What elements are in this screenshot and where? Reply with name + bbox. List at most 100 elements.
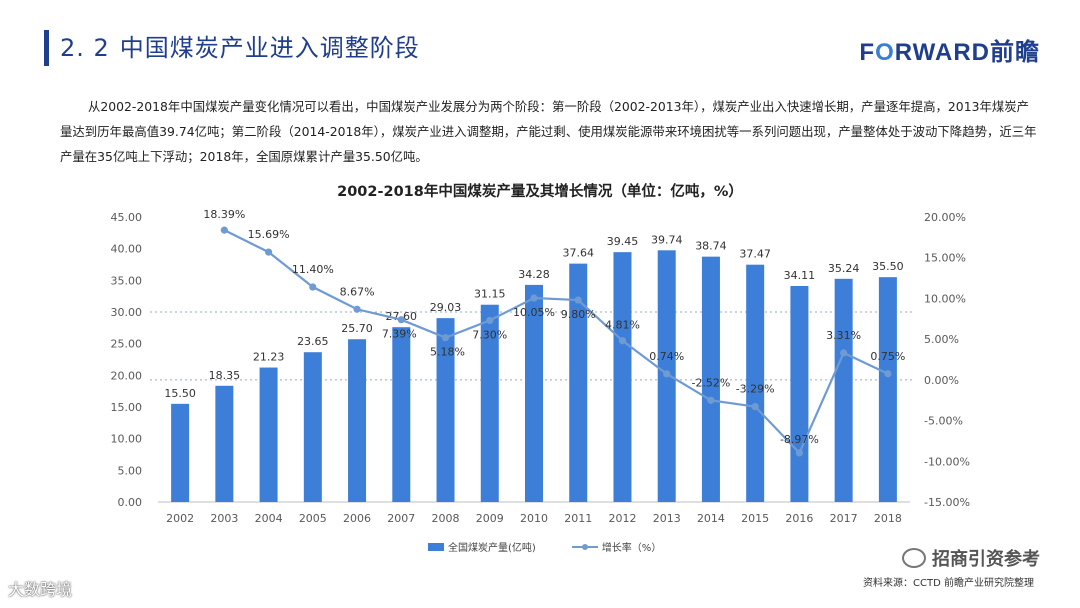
section-title: 中国煤炭产业进入调整阶段 — [119, 34, 420, 62]
x-axis-tick: 2005 — [299, 512, 327, 525]
right-axis-tick: 10.00% — [924, 292, 966, 305]
bar-value-label: 34.11 — [784, 269, 816, 282]
x-axis-tick: 2003 — [210, 512, 238, 525]
x-axis-tick: 2015 — [741, 512, 769, 525]
bar-value-label: 34.28 — [518, 268, 550, 281]
bar — [701, 256, 720, 502]
x-axis-tick: 2007 — [387, 512, 415, 525]
logo-o-mark: O — [875, 39, 895, 66]
growth-point — [795, 449, 804, 457]
growth-point — [441, 334, 450, 342]
legend-line-swatch — [571, 543, 598, 551]
title-accent-bar — [44, 30, 49, 66]
bar-value-label: 37.47 — [739, 248, 771, 261]
bar-value-label: 38.74 — [695, 240, 727, 253]
bar-value-label: 21.23 — [253, 351, 285, 364]
growth-value-label: 9.80% — [561, 308, 596, 321]
growth-point — [353, 305, 361, 313]
bar-value-label: 39.74 — [651, 233, 683, 246]
growth-point — [618, 337, 627, 345]
growth-point — [264, 248, 273, 256]
bar — [746, 264, 765, 502]
growth-point — [840, 349, 848, 357]
bar-value-label: 35.50 — [872, 260, 904, 273]
growth-point — [530, 294, 538, 302]
source-note: 资料来源：CCTD 前瞻产业研究院整理 — [863, 578, 1034, 589]
chart-legend: 全国煤炭产量(亿吨) 增长率（%） — [428, 539, 661, 554]
left-axis-tick: 10.00 — [111, 433, 143, 446]
bar-value-label: 31.15 — [474, 288, 506, 301]
bar — [480, 304, 499, 502]
growth-value-label: 11.40% — [292, 263, 334, 276]
legend-line-label: 增长率（%） — [601, 543, 662, 554]
legend-bar-label: 全国煤炭产量(亿吨) — [448, 543, 536, 554]
bar — [613, 252, 632, 502]
bar-value-label: 18.35 — [209, 369, 241, 382]
bar — [215, 385, 234, 502]
right-axis-tick: -5.00% — [924, 415, 963, 428]
growth-point — [663, 370, 671, 378]
growth-value-label: 7.30% — [472, 328, 507, 341]
bar — [569, 263, 588, 502]
growth-value-label: 3.31% — [826, 329, 861, 342]
x-axis-tick: 2002 — [166, 512, 194, 525]
growth-value-label: 4.81% — [605, 319, 640, 332]
left-axis-tick: 25.00 — [111, 338, 143, 351]
logo-text-post: RWARD前瞻 — [894, 39, 1040, 66]
right-axis-tick: 0.00% — [924, 374, 959, 387]
growth-value-label: 0.75% — [870, 350, 905, 363]
bar-value-label: 23.65 — [297, 335, 329, 348]
growth-value-label: -8.97% — [780, 433, 819, 446]
growth-point — [309, 283, 317, 291]
left-axis-tick: 35.00 — [111, 274, 143, 287]
bar — [259, 367, 278, 502]
left-axis-tick: 20.00 — [111, 369, 143, 382]
chart-title: 2002-2018年中国煤炭产量及其增长情况（单位：亿吨，%） — [337, 184, 743, 200]
right-axis-tick: -10.00% — [924, 455, 970, 468]
x-axis-tick: 2011 — [564, 512, 592, 525]
x-axis-tick: 2009 — [476, 512, 504, 525]
bar-value-label: 15.50 — [164, 387, 196, 400]
left-axis-tick: 30.00 — [111, 306, 143, 319]
growth-point — [884, 370, 892, 378]
growth-value-label: 15.69% — [248, 228, 290, 241]
x-axis-tick: 2016 — [785, 512, 813, 525]
growth-line — [223, 229, 889, 455]
page-title: 2. 2 中国煤炭产业进入调整阶段 — [60, 28, 420, 63]
x-axis-tick: 2010 — [520, 512, 548, 525]
growth-value-label: 7.39% — [382, 328, 417, 341]
x-axis-tick: 2017 — [830, 512, 858, 525]
left-axis-tick: 40.00 — [111, 243, 143, 256]
x-axis-tick: 2004 — [255, 512, 283, 525]
bar — [878, 277, 897, 502]
bar — [436, 318, 455, 502]
bar — [303, 352, 322, 502]
right-axis-tick: 15.00% — [924, 252, 966, 265]
growth-value-label: -3.29% — [736, 383, 775, 396]
bar — [834, 278, 853, 502]
watermark-kbyi: 招商引资参考 — [902, 545, 1040, 571]
x-axis-tick: 2018 — [874, 512, 902, 525]
growth-point — [486, 316, 494, 325]
x-axis-tick: 2008 — [432, 512, 460, 525]
x-axis-tick: 2006 — [343, 512, 371, 525]
forward-logo: FORWARD前瞻 — [859, 32, 1040, 67]
growth-value-label: 0.74% — [649, 350, 684, 363]
left-axis-tick: 5.00 — [118, 464, 143, 477]
legend-bar-swatch — [428, 542, 444, 551]
wechat-icon — [902, 548, 926, 568]
left-axis-tick: 45.00 — [111, 211, 143, 224]
growth-value-label: 8.67% — [340, 285, 375, 298]
right-axis-tick: 5.00% — [924, 333, 959, 346]
bar-value-label: 25.70 — [341, 322, 373, 335]
left-axis-tick: 0.00 — [118, 496, 143, 509]
bar-value-label: 29.03 — [430, 301, 462, 314]
watermark-dskj-text: 大数跨境 — [8, 580, 73, 599]
bar-value-label: 39.45 — [607, 235, 639, 248]
bar — [790, 285, 809, 502]
growth-point — [220, 226, 228, 234]
right-axis-tick: -15.00% — [924, 496, 970, 509]
watermark-kbyi-text: 招商引资参考 — [932, 549, 1040, 570]
right-axis-tick: 20.00% — [924, 211, 966, 224]
